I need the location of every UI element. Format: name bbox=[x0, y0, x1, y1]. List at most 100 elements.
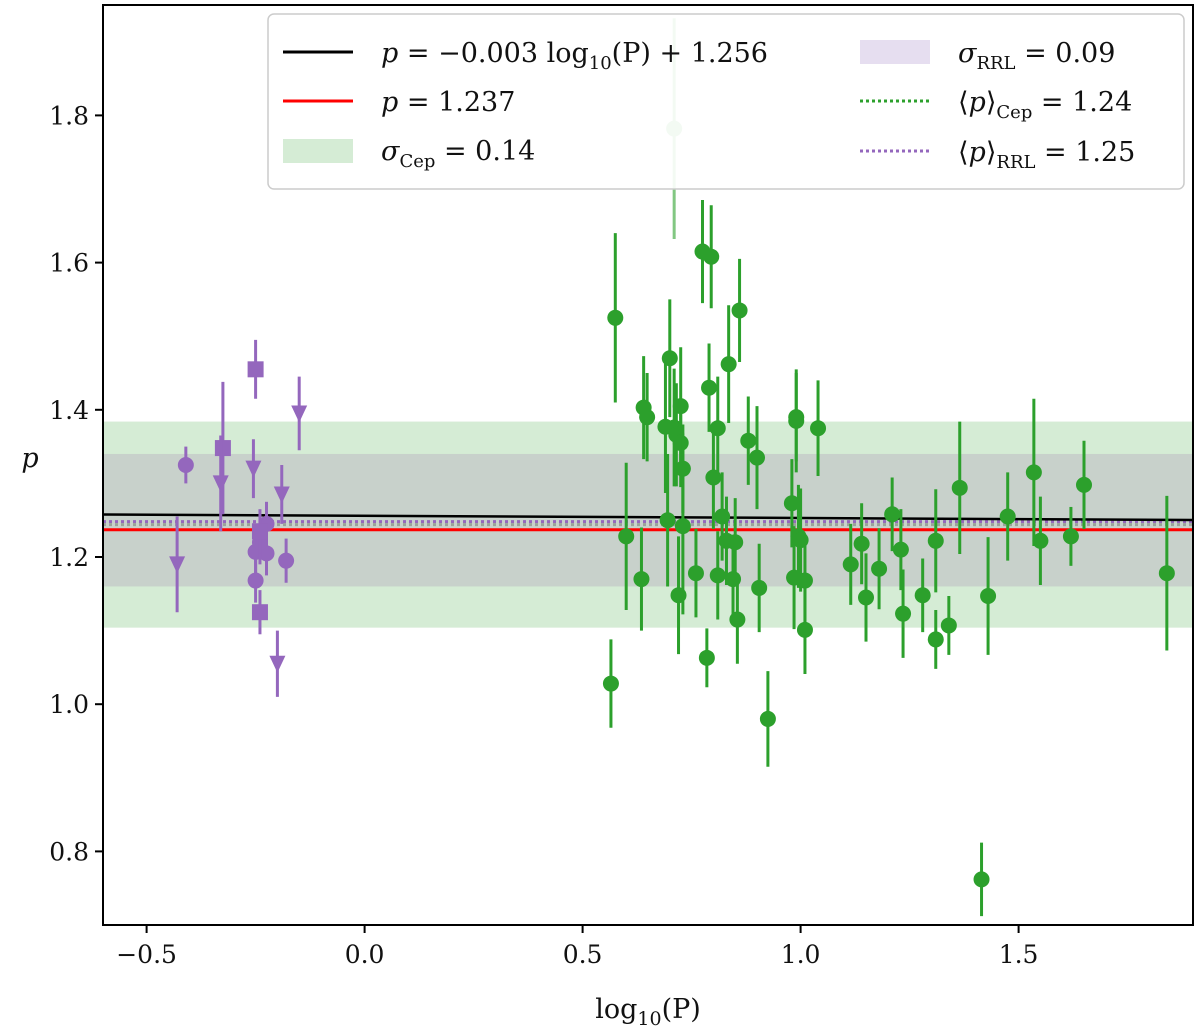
point-marker bbox=[751, 579, 768, 596]
y-axis: 0.8 1.0 1.2 1.4 1.6 1.8 bbox=[49, 101, 103, 866]
legend-rrl-sigma-swatch bbox=[860, 40, 930, 64]
data-point bbox=[273, 465, 290, 524]
point-marker bbox=[698, 649, 715, 666]
point-marker bbox=[740, 432, 757, 449]
data-point bbox=[927, 609, 944, 669]
y-tick-label: 1.0 bbox=[49, 690, 89, 719]
data-point bbox=[842, 523, 859, 605]
data-point bbox=[639, 373, 656, 462]
data-point bbox=[698, 628, 715, 688]
data-point bbox=[709, 531, 726, 620]
point-marker bbox=[1076, 476, 1092, 493]
point-marker bbox=[661, 350, 678, 367]
data-point bbox=[618, 462, 635, 610]
data-point bbox=[999, 472, 1016, 561]
point-marker bbox=[247, 361, 264, 378]
data-point bbox=[788, 369, 805, 473]
data-points bbox=[169, 18, 1175, 917]
data-point bbox=[731, 258, 748, 362]
x-tick-label: 0.0 bbox=[345, 940, 385, 969]
point-marker bbox=[927, 532, 944, 549]
data-point bbox=[633, 527, 650, 631]
data-point bbox=[661, 299, 678, 418]
point-marker bbox=[810, 420, 827, 437]
point-marker bbox=[729, 611, 746, 628]
y-axis-label: p bbox=[21, 443, 38, 474]
data-point bbox=[759, 671, 776, 767]
point-marker bbox=[602, 675, 619, 692]
point-marker bbox=[749, 449, 765, 466]
data-point bbox=[1032, 496, 1049, 585]
legend-rrl-mean-label: ⟨p⟩RRL = 1.25 bbox=[958, 137, 1135, 173]
x-axis-label: log10(P) bbox=[595, 994, 701, 1030]
data-point bbox=[291, 376, 308, 451]
point-marker bbox=[759, 710, 776, 727]
data-point bbox=[729, 575, 746, 664]
y-tick-label: 1.8 bbox=[49, 101, 89, 130]
data-point bbox=[177, 446, 194, 484]
x-tick-label: 1.5 bbox=[999, 940, 1039, 969]
point-marker bbox=[214, 440, 231, 457]
point-marker bbox=[1062, 528, 1079, 545]
point-marker bbox=[1158, 565, 1175, 582]
point-marker bbox=[618, 528, 635, 545]
data-point bbox=[278, 538, 295, 583]
data-point bbox=[740, 396, 757, 485]
data-point bbox=[703, 205, 720, 309]
y-tick-label: 0.8 bbox=[49, 837, 89, 866]
point-marker bbox=[703, 248, 720, 265]
data-point bbox=[701, 343, 718, 432]
data-point bbox=[892, 509, 909, 591]
data-point bbox=[1076, 440, 1092, 530]
data-point bbox=[212, 435, 229, 532]
data-point bbox=[251, 590, 268, 635]
point-marker bbox=[731, 302, 748, 319]
data-point bbox=[247, 339, 264, 399]
point-marker bbox=[687, 565, 704, 582]
plot-area bbox=[103, 18, 1193, 917]
data-point bbox=[951, 421, 968, 555]
point-marker bbox=[607, 309, 624, 326]
data-point bbox=[709, 376, 726, 480]
data-point bbox=[1025, 398, 1042, 546]
data-point bbox=[973, 842, 990, 917]
point-marker bbox=[892, 541, 909, 558]
point-marker bbox=[212, 475, 229, 493]
x-tick-label: −0.5 bbox=[116, 940, 177, 969]
x-tick-label: 1.0 bbox=[781, 940, 821, 969]
point-marker bbox=[639, 409, 656, 426]
point-marker bbox=[999, 508, 1016, 525]
point-marker bbox=[783, 495, 800, 512]
data-point bbox=[687, 529, 704, 618]
point-marker bbox=[1025, 464, 1042, 481]
legend-cep-mean-label: ⟨p⟩Cep = 1.24 bbox=[958, 87, 1132, 123]
point-marker bbox=[633, 571, 650, 588]
data-point bbox=[980, 537, 997, 655]
point-marker bbox=[251, 604, 268, 621]
point-marker bbox=[858, 589, 874, 606]
point-marker bbox=[853, 535, 870, 552]
data-point bbox=[659, 453, 676, 587]
data-point bbox=[914, 558, 931, 633]
data-point bbox=[895, 569, 912, 658]
point-marker bbox=[177, 457, 194, 473]
point-marker bbox=[973, 871, 990, 888]
data-point bbox=[810, 380, 827, 477]
y-tick-label: 1.6 bbox=[49, 249, 89, 278]
point-marker bbox=[247, 572, 264, 589]
data-point bbox=[727, 498, 744, 587]
point-marker bbox=[927, 631, 944, 648]
point-marker bbox=[871, 560, 888, 577]
y-tick-label: 1.4 bbox=[49, 396, 89, 425]
point-marker bbox=[291, 405, 308, 423]
data-point bbox=[214, 381, 231, 515]
legend-rrl-sigma-label: σRRL = 0.09 bbox=[958, 38, 1115, 74]
y-tick-label: 1.2 bbox=[49, 543, 89, 572]
point-marker bbox=[672, 434, 689, 451]
point-marker bbox=[278, 552, 295, 569]
data-point bbox=[940, 596, 957, 655]
data-point bbox=[251, 509, 268, 554]
legend-fit-label: p = −0.003 log10(P) + 1.256 bbox=[381, 38, 768, 74]
data-point bbox=[871, 528, 888, 610]
legend: p = −0.003 log10(P) + 1.256 p = 1.237 σC… bbox=[267, 13, 1185, 190]
